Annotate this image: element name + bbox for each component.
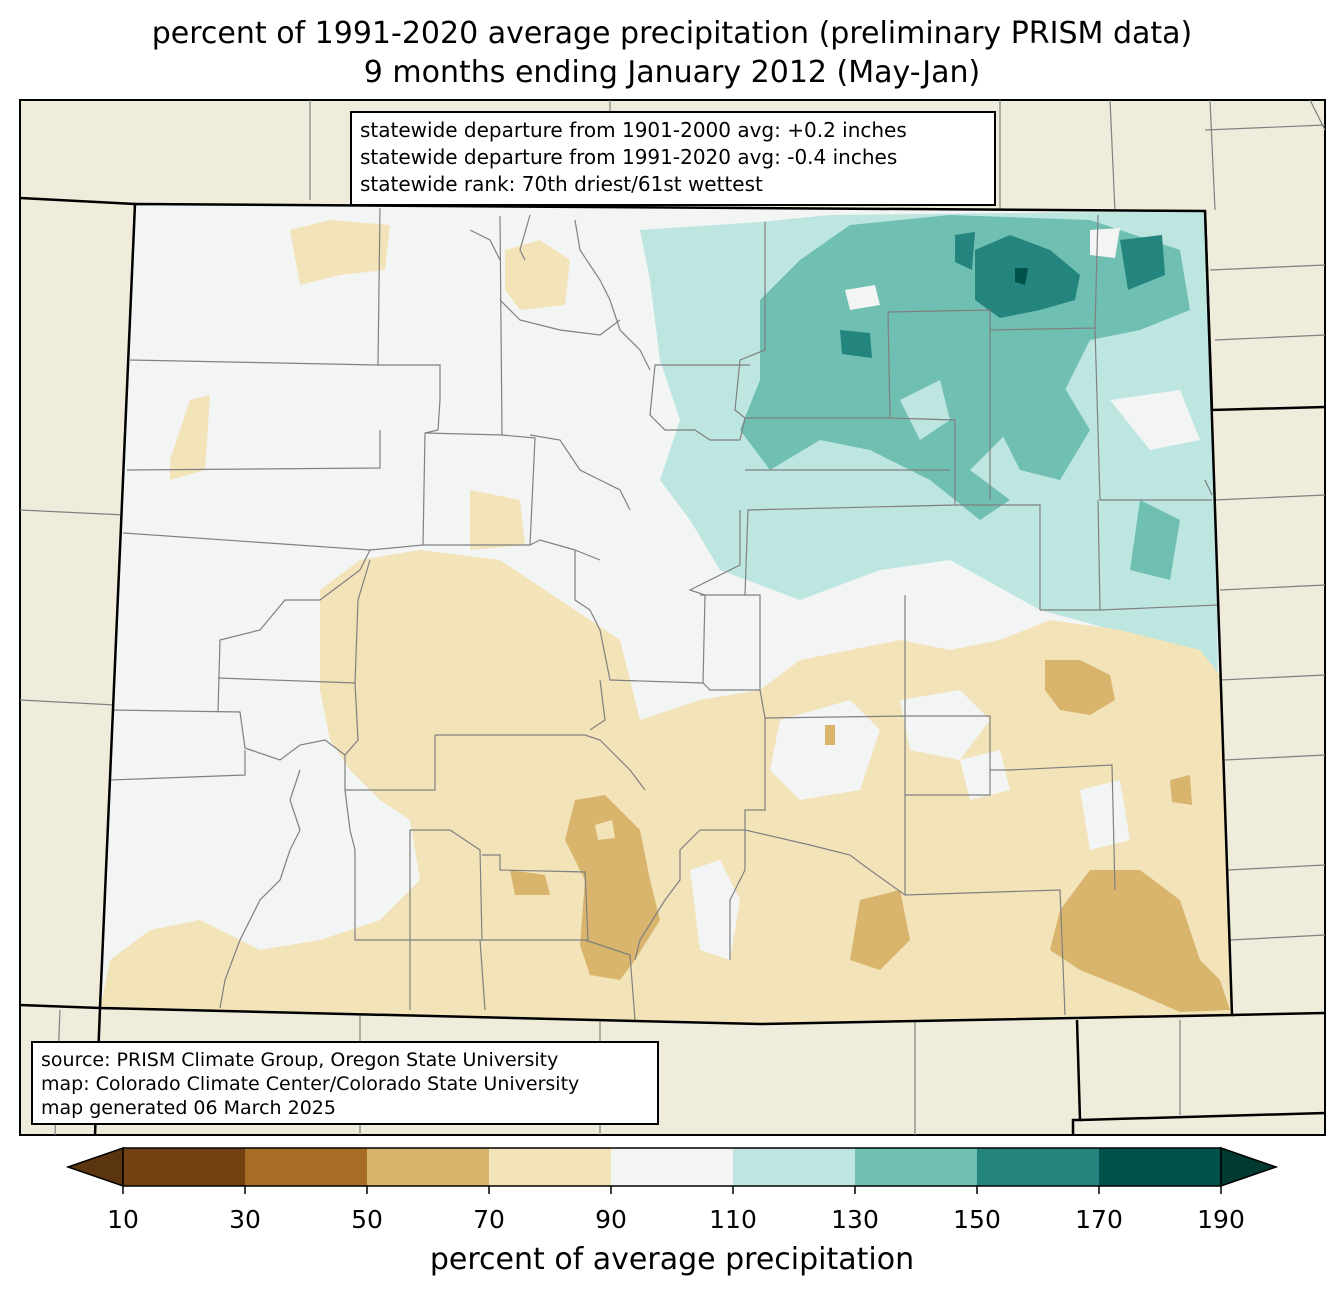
stats-rank: statewide rank: 70th driest/61st wettest	[360, 172, 763, 196]
region-70-90e	[470, 490, 525, 550]
colorbar-bin	[1099, 1148, 1221, 1186]
region-70-90	[100, 550, 1232, 1024]
colorbar-tick-label: 130	[831, 1205, 879, 1234]
hole	[845, 285, 880, 310]
region-150-170d	[840, 330, 872, 358]
source-line: source: PRISM Climate Group, Oregon Stat…	[41, 1049, 559, 1071]
region-130-150c	[1130, 500, 1180, 580]
colorbar-tick-label: 150	[953, 1205, 1001, 1234]
colorbar-over-arrow	[1220, 1146, 1279, 1188]
colorado-border	[98, 202, 1234, 1026]
hole	[960, 750, 1010, 800]
colorbar-bin	[367, 1148, 489, 1186]
statewide-stats-box: statewide departure from 1901-2000 avg: …	[350, 111, 996, 206]
region-70-90b	[290, 220, 390, 285]
colorbar-under-arrow	[65, 1146, 124, 1188]
region-150-170b	[955, 232, 975, 270]
colorbar-tick-marks	[122, 1186, 1222, 1194]
hole-dry	[595, 820, 615, 840]
colorbar-bin	[245, 1148, 367, 1186]
hole	[690, 860, 740, 960]
colorbar-bin	[489, 1148, 611, 1186]
region-50-70c	[1050, 870, 1230, 1012]
map-title-line1: percent of 1991-2020 average precipitati…	[151, 16, 1193, 51]
colorbar-tick-label: 190	[1197, 1205, 1245, 1234]
colorbar-tick-label: 50	[351, 1205, 383, 1234]
colorbar-outline	[122, 1147, 1222, 1187]
generated-date-line: map generated 06 March 2025	[41, 1097, 336, 1119]
stats-departure-1991: statewide departure from 1991-2020 avg: …	[360, 145, 898, 169]
colorbar-tick-label: 110	[709, 1205, 757, 1234]
colorbar	[65, 1146, 1279, 1194]
region-50-70b	[1045, 660, 1115, 715]
source-box: source: PRISM Climate Group, Oregon Stat…	[31, 1041, 659, 1125]
colorbar-bin	[855, 1148, 977, 1186]
hole	[770, 700, 880, 800]
region-150-170	[975, 235, 1080, 318]
colorbar-tick-label: 10	[107, 1205, 139, 1234]
region-70-90d	[170, 395, 210, 480]
hole	[1080, 780, 1130, 850]
colorbar-tick-label: 30	[229, 1205, 261, 1234]
stats-departure-1901: statewide departure from 1901-2000 avg: …	[360, 118, 907, 142]
hole	[1090, 228, 1120, 258]
hole	[1110, 390, 1200, 450]
colorbar-label: percent of average precipitation	[429, 1242, 915, 1277]
colorbar-bin	[977, 1148, 1099, 1186]
hole-b	[900, 380, 950, 440]
colorbar-bin	[611, 1148, 733, 1186]
region-50-70f	[1170, 775, 1192, 805]
region-170-190	[1015, 268, 1028, 285]
region-150-170c	[1120, 235, 1165, 290]
colorbar-bin	[123, 1148, 245, 1186]
map-credit-line: map: Colorado Climate Center/Colorado St…	[41, 1073, 580, 1095]
region-50-70g	[825, 725, 835, 745]
map-title-line2: 9 months ending January 2012 (May-Jan)	[363, 55, 981, 90]
colorbar-tick-label: 90	[595, 1205, 627, 1234]
precipitation-shading	[100, 211, 1232, 1024]
hole	[240, 860, 300, 910]
colorbar-tick-label: 70	[473, 1205, 505, 1234]
colorbar-bin	[733, 1148, 855, 1186]
county-lines	[109, 207, 1219, 1021]
region-70-90c	[505, 240, 570, 310]
region-130-150b	[1000, 380, 1090, 480]
region-50-70e	[510, 870, 550, 895]
region-50-70a	[565, 795, 660, 980]
hole	[900, 690, 990, 760]
colorbar-tick-label: 170	[1075, 1205, 1123, 1234]
region-50-70d	[850, 890, 910, 970]
